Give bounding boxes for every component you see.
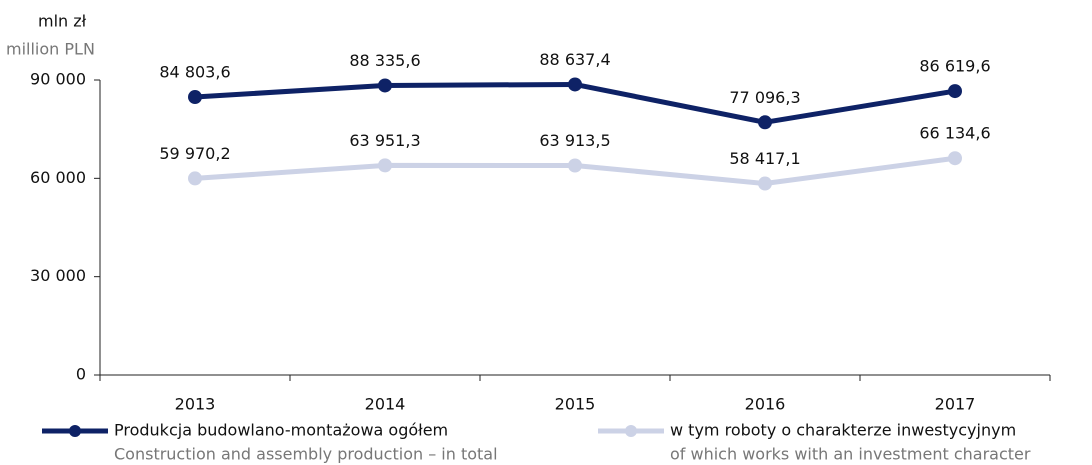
y-tick-label: 60 000 xyxy=(30,168,86,187)
data-label: 63 913,5 xyxy=(539,131,610,150)
x-tick-label: 2017 xyxy=(935,395,976,414)
x-tick-label: 2015 xyxy=(555,395,596,414)
data-point xyxy=(378,78,392,93)
data-point xyxy=(948,84,962,99)
legend-label-en: Construction and assembly production – i… xyxy=(114,445,498,464)
data-label: 63 951,3 xyxy=(349,131,420,150)
data-label: 88 335,6 xyxy=(349,51,420,70)
legend-label: w tym roboty o charakterze inwestycyjnym xyxy=(670,421,1016,440)
y-tick-label: 90 000 xyxy=(30,70,86,89)
data-label: 84 803,6 xyxy=(159,63,230,82)
y-axis-label-en: million PLN xyxy=(6,40,95,59)
data-label: 88 637,4 xyxy=(539,50,610,69)
x-tick-label: 2013 xyxy=(175,395,216,414)
legend-marker xyxy=(69,425,81,437)
x-tick-label: 2014 xyxy=(365,395,406,414)
x-tick-label: 2016 xyxy=(745,395,786,414)
legend-marker xyxy=(625,425,637,437)
data-point xyxy=(948,151,962,166)
legend-label: Produkcja budowlano-montażowa ogółem xyxy=(114,421,448,440)
data-label: 58 417,1 xyxy=(729,149,800,168)
data-point xyxy=(568,77,582,92)
y-tick-label: 0 xyxy=(76,365,86,384)
data-point xyxy=(188,90,202,105)
data-point xyxy=(568,158,582,173)
data-point xyxy=(758,115,772,130)
data-label: 59 970,2 xyxy=(159,144,230,163)
y-tick-label: 30 000 xyxy=(30,266,86,285)
data-label: 77 096,3 xyxy=(729,88,800,107)
legend-label-en: of which works with an investment charac… xyxy=(670,445,1031,464)
data-point xyxy=(378,158,392,173)
data-point xyxy=(758,176,772,191)
y-axis-label: mln zł xyxy=(38,12,87,31)
data-label: 66 134,6 xyxy=(919,124,990,143)
data-label: 86 619,6 xyxy=(919,57,990,76)
data-point xyxy=(188,171,202,186)
